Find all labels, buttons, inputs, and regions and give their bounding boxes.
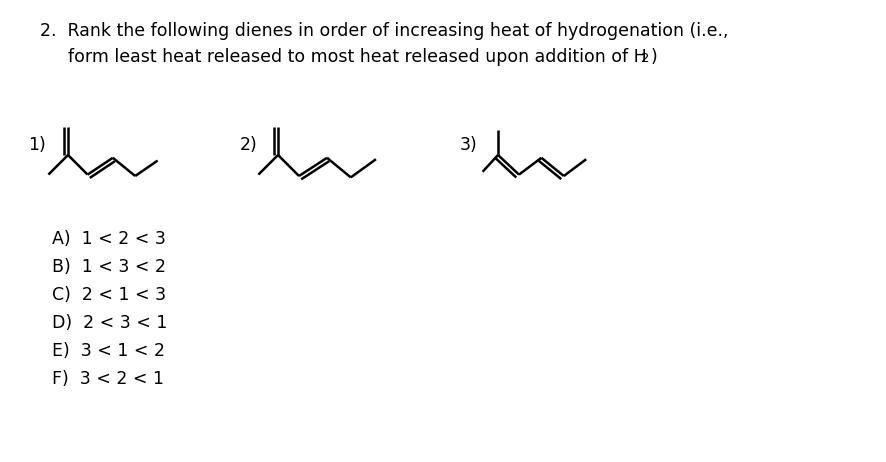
Text: ): ) [651, 48, 657, 66]
Text: 1): 1) [28, 136, 46, 154]
Text: C)  2 < 1 < 3: C) 2 < 1 < 3 [52, 286, 166, 304]
Text: A)  1 < 2 < 3: A) 1 < 2 < 3 [52, 230, 166, 248]
Text: B)  1 < 3 < 2: B) 1 < 3 < 2 [52, 258, 166, 276]
Text: D)  2 < 3 < 1: D) 2 < 3 < 1 [52, 314, 167, 332]
Text: E)  3 < 1 < 2: E) 3 < 1 < 2 [52, 342, 165, 360]
Text: 2.  Rank the following dienes in order of increasing heat of hydrogenation (i.e.: 2. Rank the following dienes in order of… [40, 22, 728, 40]
Text: form least heat released to most heat released upon addition of H: form least heat released to most heat re… [68, 48, 647, 66]
Text: F)  3 < 2 < 1: F) 3 < 2 < 1 [52, 370, 164, 388]
Text: 3): 3) [460, 136, 478, 154]
Text: 2): 2) [240, 136, 258, 154]
Text: 2: 2 [641, 52, 649, 65]
